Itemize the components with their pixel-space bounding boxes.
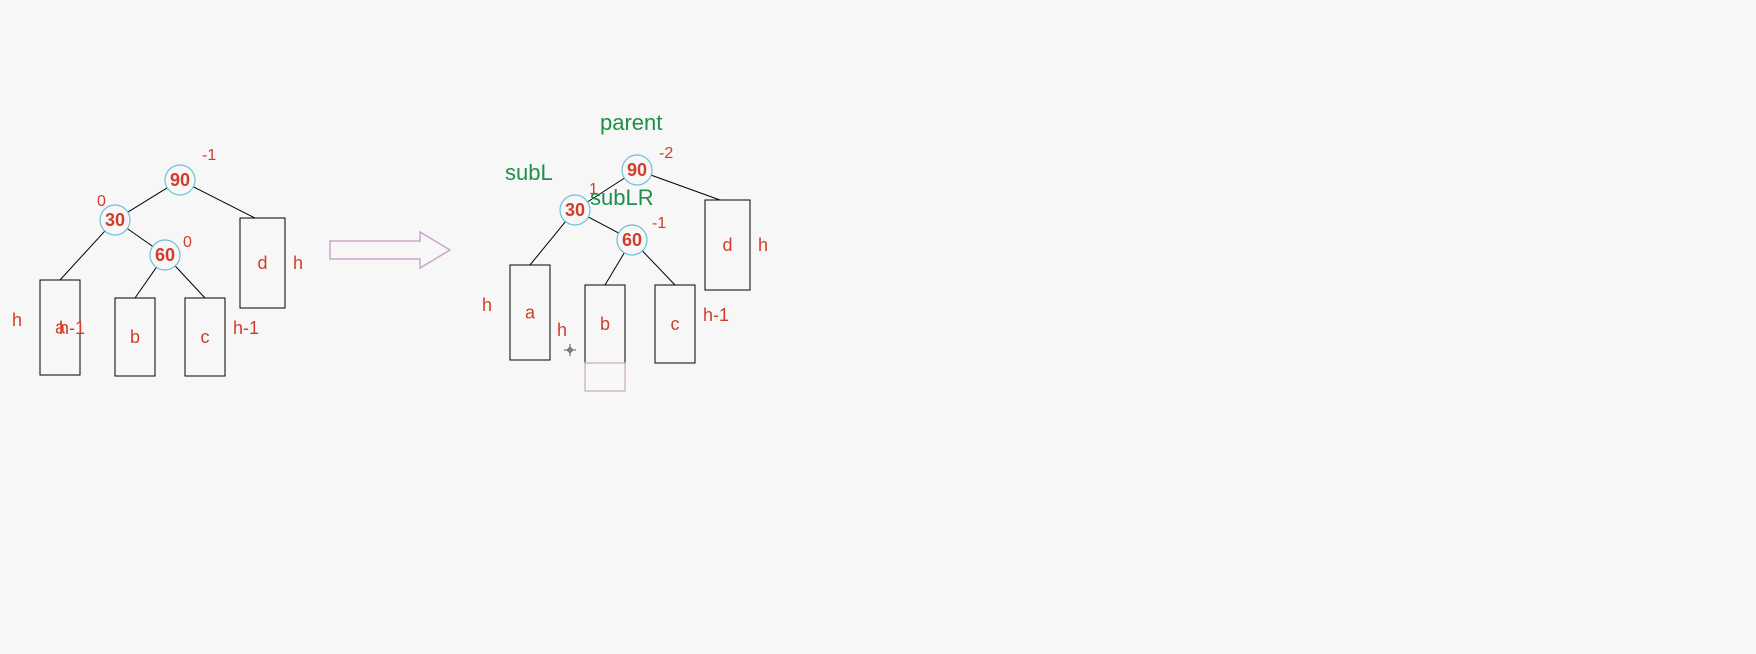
right-tree: ahbhch-1dh90-230160-1parentsubLsubLR <box>482 110 768 391</box>
tree-edge <box>588 217 618 233</box>
role-label-subL: subL <box>505 160 553 185</box>
height-label-b: h <box>557 320 567 340</box>
tree-edge <box>193 187 255 218</box>
node-label-30: 30 <box>565 200 585 220</box>
tree-edge <box>127 229 152 247</box>
cursor-icon <box>564 344 576 356</box>
balance-factor-90: -2 <box>659 145 673 162</box>
subtree-label-d: d <box>722 235 732 255</box>
subtree-label-c: c <box>201 327 210 347</box>
subtree-label-b: b <box>600 314 610 334</box>
height-label-b: h-1 <box>59 318 85 338</box>
height-label-c: h-1 <box>703 305 729 325</box>
node-label-60: 60 <box>622 230 642 250</box>
node-label-90: 90 <box>170 170 190 190</box>
tree-edge <box>642 251 675 285</box>
balance-factor-60: -1 <box>652 215 666 232</box>
balance-factor-60: 0 <box>183 234 192 251</box>
subtree-label-d: d <box>257 253 267 273</box>
diagram-canvas: ahbh-1ch-1dh90-1300600ahbhch-1dh90-23016… <box>0 0 1756 654</box>
role-label-parent: parent <box>600 110 662 135</box>
balance-factor-30: 0 <box>97 193 106 210</box>
subtree-label-b: b <box>130 327 140 347</box>
tree-edge <box>605 253 624 285</box>
node-label-30: 30 <box>105 210 125 230</box>
height-label-d: h <box>293 253 303 273</box>
tree-edge <box>135 267 156 298</box>
tree-edge <box>175 266 205 298</box>
height-label-a: h <box>12 310 22 330</box>
left-tree: ahbh-1ch-1dh90-1300600 <box>12 147 303 376</box>
tree-edge <box>60 231 105 280</box>
balance-factor-90: -1 <box>202 147 216 164</box>
tree-edge <box>651 175 720 200</box>
growth-rect <box>585 363 625 391</box>
height-label-d: h <box>758 235 768 255</box>
transform-arrow <box>330 232 450 268</box>
height-label-c: h-1 <box>233 318 259 338</box>
tree-edge <box>128 188 167 212</box>
subtree-label-c: c <box>671 314 680 334</box>
role-label-subLR: subLR <box>590 185 654 210</box>
height-label-a: h <box>482 295 492 315</box>
node-label-60: 60 <box>155 245 175 265</box>
subtree-label-a: a <box>525 303 536 323</box>
node-label-90: 90 <box>627 160 647 180</box>
tree-edge <box>530 222 566 265</box>
